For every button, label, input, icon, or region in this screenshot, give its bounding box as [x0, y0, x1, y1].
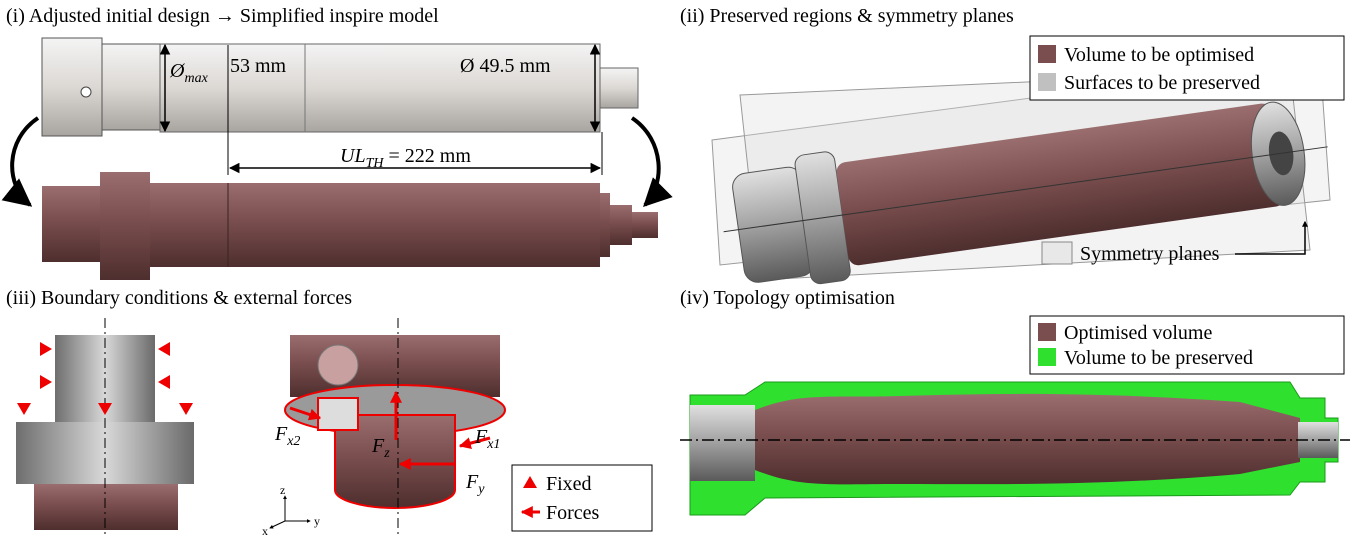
holder-flange	[102, 44, 160, 130]
model-flange	[100, 172, 150, 280]
symbol: Ø	[169, 60, 186, 82]
dimension-label: Ø 49.5 mm	[460, 55, 551, 77]
symbol: F	[465, 471, 479, 493]
legend-swatch	[1042, 242, 1072, 264]
curved-arrow	[632, 118, 659, 205]
model-body	[150, 183, 600, 267]
symbol: F	[474, 426, 488, 448]
force-label: Fx1	[474, 426, 500, 452]
holder	[42, 38, 102, 136]
fixed-marker	[158, 342, 170, 356]
legend-swatch	[1038, 348, 1056, 366]
triad	[270, 496, 310, 528]
panel-iv: (iv) Topology optimisation Optimised vol…	[680, 287, 1350, 515]
panel-title: (i) Adjusted initial design → Simplified…	[6, 5, 439, 27]
legend-swatch	[1038, 73, 1056, 91]
key	[318, 345, 358, 385]
symbol: F	[274, 423, 288, 445]
model-tip	[632, 212, 658, 238]
axis-label: z	[280, 483, 285, 497]
symbol: UL	[340, 145, 366, 167]
panel-ii: (ii) Preserved regions & symmetry planes…	[680, 5, 1344, 296]
force-label: Fx2	[274, 423, 300, 449]
subscript: z	[383, 446, 390, 461]
panel-title: (ii) Preserved regions & symmetry planes	[680, 5, 1014, 27]
figure: (i) Adjusted initial design → Simplified…	[0, 0, 1354, 537]
subscript: TH	[366, 156, 385, 171]
model-part	[42, 186, 102, 262]
shaft-end	[600, 68, 638, 108]
model-step	[610, 205, 632, 245]
panel-title: (iv) Topology optimisation	[680, 287, 895, 309]
model-step	[600, 193, 610, 257]
subscript: x2	[286, 434, 300, 449]
legend-label: Surfaces to be preserved	[1064, 72, 1260, 94]
fixed-marker	[40, 375, 52, 389]
panel-title: (iii) Boundary conditions & external for…	[6, 287, 352, 309]
legend-swatch	[1038, 45, 1056, 63]
legend-label: Symmetry planes	[1080, 243, 1220, 265]
subscript: x1	[486, 437, 500, 452]
body	[34, 484, 178, 530]
symbol: F	[371, 435, 385, 457]
legend-label: Forces	[546, 502, 600, 524]
fixed-marker	[179, 403, 193, 415]
fixed-marker	[158, 375, 170, 389]
legend-label: Volume to be optimised	[1064, 44, 1254, 66]
legend-swatch	[1038, 323, 1056, 341]
panel-iii: (iii) Boundary conditions & external for…	[6, 287, 652, 537]
legend-label: Volume to be preserved	[1064, 347, 1253, 369]
optimised-volume	[755, 394, 1300, 484]
force-label: Fy	[465, 471, 485, 497]
axis-label: x	[262, 524, 268, 537]
panel-i: (i) Adjusted initial design → Simplified…	[6, 5, 659, 280]
axis-label: y	[314, 514, 320, 528]
hole	[81, 87, 91, 97]
length-label: ULTH = 222 mm	[340, 145, 471, 171]
legend-label: Fixed	[546, 473, 592, 495]
value: = 222 mm	[383, 145, 471, 167]
interface	[690, 405, 755, 481]
subscript: y	[476, 482, 485, 497]
fixed-marker	[17, 403, 31, 415]
dimension-value: 53 mm	[230, 55, 287, 77]
fixed-marker	[40, 342, 52, 356]
curved-arrow	[12, 118, 38, 205]
slot	[318, 398, 358, 430]
legend-label: Optimised volume	[1064, 322, 1212, 344]
subscript: max	[184, 71, 208, 86]
axis-arrow	[270, 521, 285, 528]
